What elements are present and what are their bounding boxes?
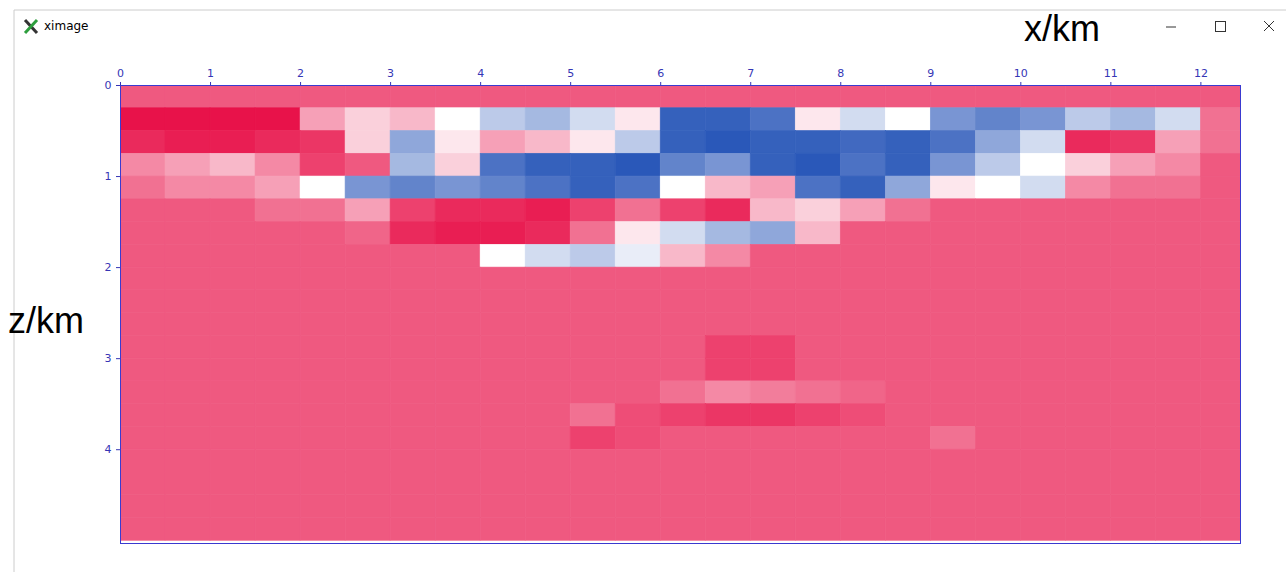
svg-text:4: 4 — [477, 67, 484, 80]
svg-text:11: 11 — [1104, 67, 1118, 80]
svg-text:9: 9 — [927, 67, 934, 80]
svg-text:12: 12 — [1194, 67, 1208, 80]
svg-text:10: 10 — [1014, 67, 1028, 80]
svg-text:5: 5 — [567, 67, 574, 80]
html-text:ximage: ximage — [44, 19, 89, 33]
svg-text:0: 0 — [117, 67, 124, 80]
svg-text:7: 7 — [747, 67, 754, 80]
svg-text:1: 1 — [207, 67, 214, 80]
svg-text:4: 4 — [105, 443, 112, 456]
svg-text:8: 8 — [837, 67, 844, 80]
svg-text:6: 6 — [657, 67, 664, 80]
svg-text:1: 1 — [105, 170, 112, 183]
svg-text:3: 3 — [105, 352, 112, 365]
svg-text:2: 2 — [105, 261, 112, 274]
html-text:z/km: z/km — [8, 300, 84, 341]
svg-text:2: 2 — [297, 67, 304, 80]
svg-text:3: 3 — [387, 67, 394, 80]
svg-text:0: 0 — [105, 79, 112, 92]
html-text:x/km: x/km — [1024, 8, 1100, 49]
